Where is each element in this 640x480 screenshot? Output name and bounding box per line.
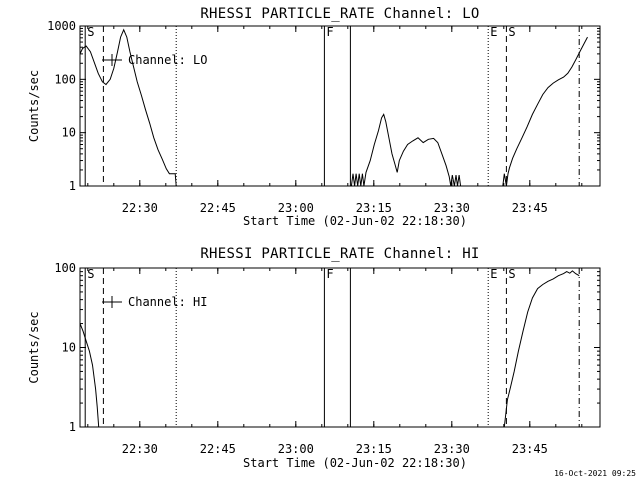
event-marker-label: S — [508, 25, 515, 39]
legend-label: Channel: HI — [128, 295, 207, 309]
y-tick-label: 1 — [69, 420, 76, 434]
event-marker-label: F — [326, 267, 333, 281]
x-tick-label: 23:45 — [512, 201, 548, 215]
x-tick-label: 22:30 — [122, 201, 158, 215]
x-tick-label: 23:00 — [278, 442, 314, 456]
event-marker-label: F — [326, 25, 333, 39]
x-tick-label: 23:15 — [356, 442, 392, 456]
x-tick-label: 22:30 — [122, 442, 158, 456]
chart-title: RHESSI PARTICLE_RATE Channel: LO — [200, 6, 479, 22]
y-tick-label: 10 — [62, 341, 76, 355]
event-marker-label: S — [87, 25, 94, 39]
footer-timestamp: 16-Oct-2021 09:25 — [554, 469, 636, 478]
x-axis-label: Start Time (02-Jun-02 22:18:30) — [243, 456, 467, 470]
x-tick-label: 23:30 — [434, 201, 470, 215]
y-axis-label: Counts/sec — [27, 311, 41, 383]
event-marker-label: E — [490, 25, 497, 39]
legend-label: Channel: LO — [128, 53, 207, 67]
x-tick-label: 23:00 — [278, 201, 314, 215]
x-tick-label: 22:45 — [200, 442, 236, 456]
x-tick-label: 22:45 — [200, 201, 236, 215]
data-series-line — [350, 113, 462, 187]
y-axis-label: Counts/sec — [27, 70, 41, 142]
x-tick-label: 23:15 — [356, 201, 392, 215]
chart-title: RHESSI PARTICLE_RATE Channel: HI — [200, 246, 479, 262]
y-tick-label: 1000 — [47, 19, 76, 33]
chart-panel-hi: RHESSI PARTICLE_RATE Channel: HI Start Ti… — [27, 246, 601, 470]
event-marker-label: S — [508, 267, 515, 281]
chart-panel-lo: RHESSI PARTICLE_RATE Channel: LO Start Ti… — [27, 6, 601, 228]
data-series-line — [79, 323, 100, 428]
x-axis-label: Start Time (02-Jun-02 22:18:30) — [243, 214, 467, 228]
plot-frame — [79, 25, 601, 187]
data-series-line — [503, 270, 580, 428]
y-tick-label: 1 — [69, 179, 76, 193]
x-tick-label: 23:45 — [512, 442, 548, 456]
plot-frame — [79, 267, 601, 428]
x-tick-label: 23:30 — [434, 442, 470, 456]
y-tick-label: 100 — [54, 72, 76, 86]
event-marker-label: E — [490, 267, 497, 281]
data-series-line — [79, 28, 177, 187]
y-tick-label: 10 — [62, 126, 76, 140]
event-marker-label: S — [87, 267, 94, 281]
data-series-line — [502, 36, 588, 187]
y-tick-label: 100 — [54, 261, 76, 275]
